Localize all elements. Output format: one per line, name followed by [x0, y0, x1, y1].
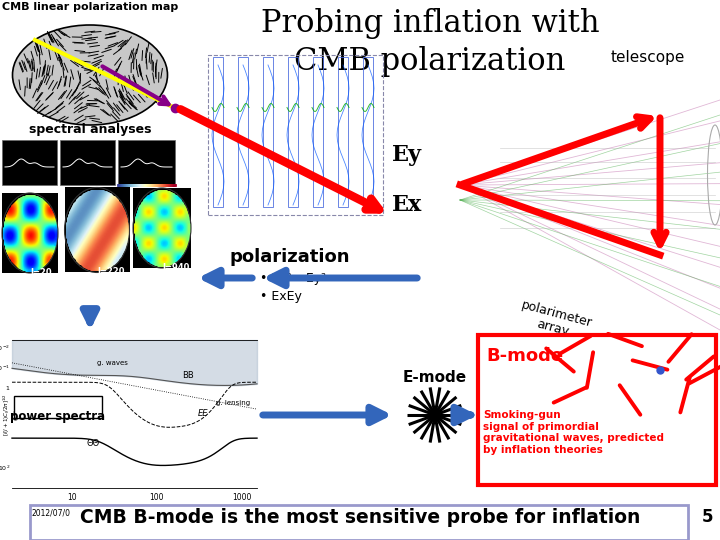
- Text: Probing inflation with
CMB polarization: Probing inflation with CMB polarization: [261, 8, 599, 77]
- Text: • Ex² – Ey²: • Ex² – Ey²: [260, 272, 326, 285]
- Text: BB: BB: [182, 371, 194, 380]
- Bar: [2, 193, 58, 273]
- Text: $10^{-2}$: $10^{-2}$: [0, 343, 10, 353]
- Bar: [478, 335, 716, 485]
- Text: polarization: polarization: [230, 248, 350, 266]
- Text: spectral analyses: spectral analyses: [29, 123, 151, 136]
- Bar: [14, 396, 102, 418]
- Text: E-mode: E-mode: [403, 370, 467, 385]
- Text: polarimeter
array: polarimeter array: [516, 298, 594, 344]
- Bar: [213, 57, 223, 207]
- Text: $[l(l+1)C_l/2\pi]^{1/2}$
(μK): $[l(l+1)C_l/2\pi]^{1/2}$ (μK): [2, 393, 18, 436]
- Bar: [208, 55, 383, 215]
- Bar: [60, 140, 115, 185]
- Text: Smoking-gun
signal of primordial
gravitational waves, predicted
by inflation the: Smoking-gun signal of primordial gravita…: [483, 410, 664, 455]
- Bar: [288, 57, 298, 207]
- Text: B-mode: B-mode: [486, 347, 563, 365]
- Text: l=220: l=220: [97, 267, 125, 276]
- Bar: [238, 57, 248, 207]
- Text: EE: EE: [197, 409, 208, 418]
- Text: CMB B-mode is the most sensitive probe for inflation: CMB B-mode is the most sensitive probe f…: [80, 508, 640, 527]
- Bar: [65, 187, 130, 272]
- Text: • ExEy: • ExEy: [260, 290, 302, 303]
- Bar: [263, 57, 273, 207]
- Text: $10^2$: $10^2$: [0, 464, 10, 474]
- Text: ΘΘ: ΘΘ: [86, 438, 100, 448]
- Bar: [313, 57, 323, 207]
- Bar: [338, 57, 348, 207]
- Text: 5: 5: [701, 508, 713, 526]
- Text: l=20: l=20: [30, 268, 52, 277]
- Text: Ey: Ey: [392, 144, 422, 166]
- Bar: [363, 57, 373, 207]
- Ellipse shape: [12, 25, 168, 125]
- Text: power spectra: power spectra: [10, 410, 106, 423]
- Text: 2012/07/0: 2012/07/0: [32, 508, 71, 517]
- Text: $10^{-1}$: $10^{-1}$: [0, 363, 10, 373]
- Text: CMB linear polarization map: CMB linear polarization map: [2, 2, 178, 12]
- Bar: [30, 505, 688, 540]
- Bar: [2, 140, 57, 185]
- Text: 1000: 1000: [233, 493, 252, 502]
- Text: Ex: Ex: [392, 194, 422, 216]
- Text: g. waves: g. waves: [97, 360, 128, 366]
- Bar: [118, 140, 175, 185]
- Text: telescope: telescope: [611, 50, 685, 65]
- Bar: [133, 188, 191, 268]
- Text: 10: 10: [67, 493, 76, 502]
- Text: g. lensing: g. lensing: [216, 400, 251, 406]
- Text: l=940: l=940: [162, 263, 189, 272]
- Text: $1$: $1$: [4, 384, 10, 392]
- Text: 100: 100: [150, 493, 164, 502]
